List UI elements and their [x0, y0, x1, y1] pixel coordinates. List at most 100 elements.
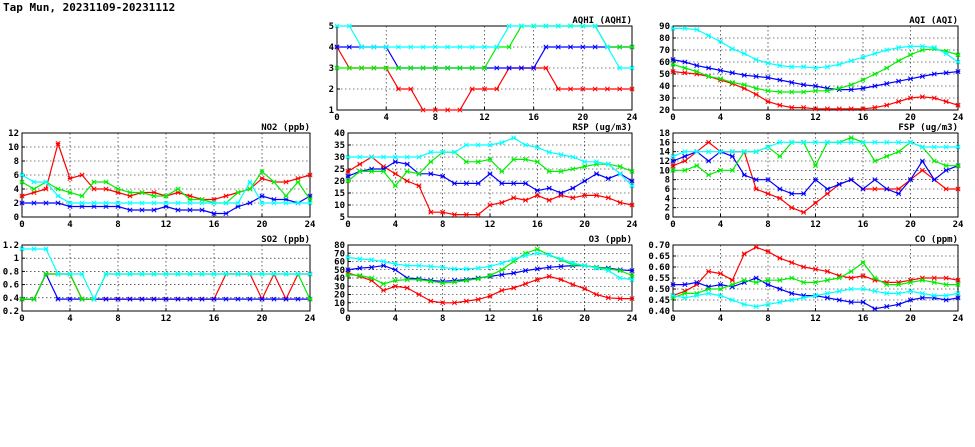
aqi-series-3-point [801, 89, 807, 95]
o3-series-2-point [522, 268, 529, 274]
rsp-series-4-point [511, 135, 517, 141]
aqi-series-3-point [860, 77, 866, 83]
no2-series-2-point [211, 210, 217, 217]
so2-x-tick-label: 4 [67, 314, 73, 324]
co-series-4-point [682, 295, 688, 301]
rsp-series-4-point [369, 154, 375, 160]
aqi-series-4-point [872, 51, 878, 57]
aqi-series-2-point [896, 78, 902, 84]
o3-series-1-point [487, 293, 493, 299]
aqhi-series-4-point [567, 23, 574, 29]
rsp-series-3-point [534, 159, 540, 165]
aqi-series-4-point [777, 63, 783, 69]
fsp-series-1-point [670, 163, 676, 169]
aqhi-series-2-point [592, 44, 598, 50]
co-series-4-point [860, 286, 866, 292]
rsp-x-tick-label: 12 [485, 220, 496, 230]
no2-series-4-point [247, 179, 253, 185]
fsp-series-1-point [801, 209, 807, 215]
aqhi-series-1-point [617, 86, 623, 92]
rsp-series-4-point [629, 183, 635, 189]
no2-series-3-point [295, 179, 301, 185]
fsp-series-3-point [812, 163, 819, 169]
o3-series-4-point [570, 260, 576, 266]
rsp-series-1-point [451, 212, 458, 218]
aqhi-series-3-point [432, 65, 438, 71]
aqi-x-tick-label: 24 [953, 113, 964, 123]
so2-series-2-point [103, 296, 109, 302]
co-series-2-point [860, 299, 866, 305]
aqi-series-3-point [777, 89, 783, 95]
no2-series-4-point [211, 200, 217, 206]
rsp-y-tick-label: 20 [334, 177, 345, 187]
no2-x-tick-label: 20 [257, 220, 268, 230]
aqi-series-1-point [753, 91, 759, 97]
so2-series-2-point [67, 296, 73, 302]
co-series-1-point [777, 255, 783, 261]
co-series-4-point [848, 286, 854, 292]
co-series-3-point [860, 260, 866, 266]
fsp-series-2-point [919, 158, 925, 164]
co-series-4-point [789, 297, 795, 303]
so2-series-2-point [259, 296, 265, 302]
co-series-2-point [943, 297, 949, 303]
o3-series-1-point [570, 282, 576, 288]
no2-y-tick-label: 10 [8, 143, 19, 153]
aqhi-series-2-point [506, 65, 512, 71]
so2-x-tick-label: 8 [115, 314, 120, 324]
aqhi-series-3-point [445, 65, 451, 71]
aqi-series-4-point [765, 60, 771, 66]
o3-series-2-point [558, 263, 564, 270]
fsp-series-1-point [706, 139, 712, 145]
co-x-tick-label: 16 [858, 314, 869, 324]
aqhi-series-2-point [334, 44, 340, 50]
no2-series-3-point [67, 189, 73, 196]
co-series-4-point [884, 290, 890, 296]
co-series-2-point [706, 284, 712, 290]
so2-y-tick-label: 0.4 [3, 294, 20, 304]
co-series-2-point [717, 282, 724, 288]
aqhi-series-4-point [604, 44, 610, 50]
no2-series-3-point [259, 168, 265, 175]
no2-series-4-point [127, 200, 133, 206]
o3-series-4-point [463, 266, 469, 272]
aqi-series-1-point [896, 99, 902, 105]
aqi-x-tick-label: 8 [765, 113, 770, 123]
aqhi-series-4-point [359, 44, 365, 50]
rsp-title: RSP (ug/m3) [572, 123, 632, 133]
o3-series-3-point [487, 272, 493, 279]
aqhi-series-4-point [481, 44, 488, 50]
fsp-series-4-point [682, 149, 688, 155]
co-series-2-point [789, 290, 795, 296]
fsp-series-2-point [670, 158, 676, 164]
rsp-series-1-point [582, 192, 588, 198]
aqi-series-1-point [919, 94, 925, 100]
rsp-series-4-point [463, 142, 469, 148]
aqi-series-1-point [872, 105, 878, 111]
no2-series-4-point [79, 200, 85, 206]
o3-x-tick-label: 12 [485, 314, 496, 324]
aqhi-series-4-point [494, 44, 500, 50]
rsp-series-2-point [499, 180, 505, 186]
no2-series-1-point [103, 186, 109, 192]
aqi-series-3-point [812, 88, 819, 94]
fsp-y-tick-label: 10 [659, 166, 670, 176]
co-series-3-point [848, 268, 854, 274]
aqhi-series-1-point [445, 107, 451, 113]
fsp-series-1-point [765, 191, 771, 197]
co-series-3-point [943, 282, 949, 288]
o3-series-4-point [522, 253, 529, 259]
o3-series-4-point [605, 268, 611, 274]
no2-series-3-point [55, 186, 61, 192]
co-series-2-point [765, 282, 771, 288]
aqi-series-3-point [789, 89, 795, 95]
o3-series-4-point [475, 265, 481, 271]
fsp-series-4-point [717, 149, 724, 155]
so2-series-2-point [283, 296, 289, 302]
rsp-series-2-point [463, 180, 469, 186]
aqhi-series-3-point [346, 65, 352, 71]
aqi-series-3-point [848, 82, 854, 88]
no2-series-4-point [115, 200, 121, 206]
aqi-series-4-point [706, 33, 712, 39]
rsp-series-2-point [534, 188, 540, 194]
